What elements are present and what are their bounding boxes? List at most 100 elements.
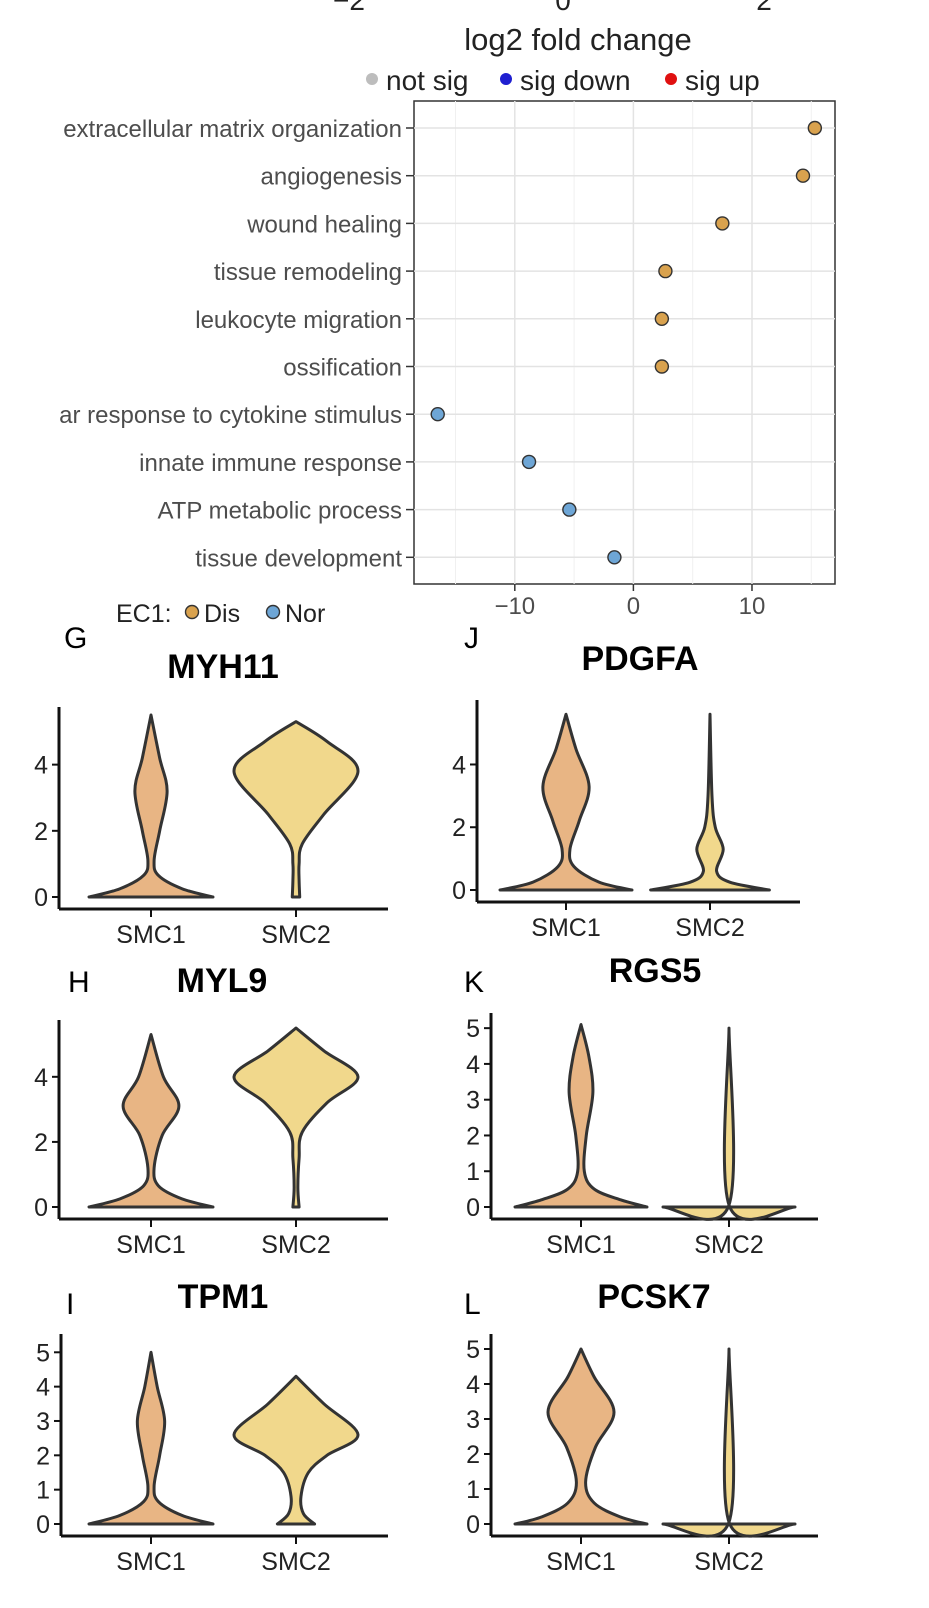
ec1-legend-label-dis: Dis [204, 600, 240, 628]
y-tick-label: wound healing [246, 211, 402, 238]
violin-panel-tpm1: 0 1 2 3 4 5 SMC1 SMC2 [36, 1334, 388, 1576]
dot-tissue-remodeling [658, 263, 673, 279]
violin-title-myh11: MYH11 [167, 648, 279, 686]
dot-tissue-development [607, 550, 622, 565]
y-tick-label: 3 [466, 1406, 480, 1434]
y-tick-label: 5 [36, 1339, 50, 1367]
violin-tpm1-smc2 [232, 1374, 360, 1526]
y-tick-label: 4 [36, 1374, 50, 1402]
y-tick-label: angiogenesis [261, 164, 402, 191]
legend-label-sig-up: sig up [685, 65, 760, 96]
dot-angiogenesis [795, 168, 811, 183]
dot-wound-healing [715, 216, 730, 231]
y-tick-label: 4 [34, 1064, 48, 1092]
violin-panel-myh11: 0 2 4 SMC1 SMC2 [34, 707, 388, 949]
violin-panel-pcsk7: 0 1 2 3 4 5 SMC1 SMC2 [466, 1334, 818, 1576]
violin-title-myl9: MYL9 [177, 962, 268, 1000]
dot-innate-immune-response [521, 454, 537, 470]
y-tick-label: extracellular matrix organization [63, 116, 402, 143]
x-tick-label: SMC2 [261, 921, 330, 949]
y-tick-label: 0 [34, 884, 48, 912]
x-tick-label: SMC1 [116, 1548, 185, 1576]
y-tick-label: 2 [466, 1122, 480, 1150]
violin-panel-rgs5: 0 1 2 3 4 5 SMC1 SMC2 [466, 1013, 818, 1259]
y-tick-label: tissue remodeling [214, 259, 402, 286]
violin-panel-myl9: 0 2 4 SMC1 SMC2 [34, 1020, 388, 1259]
violin-pcsk7-smc1 [513, 1347, 649, 1526]
dot-leukocyte-migration [654, 311, 670, 326]
y-tick-label: 0 [466, 1194, 480, 1222]
x-tick-label: 10 [739, 593, 766, 620]
violin-title-pcsk7: PCSK7 [597, 1278, 710, 1316]
y-tick-label: 0 [452, 877, 466, 905]
legend-marker-sig-down [500, 73, 512, 85]
dot-cellular-response-to-cytokine-stimulus [430, 407, 445, 422]
x-tick-label: 0 [627, 593, 640, 620]
ec1-legend-marker-nor [265, 604, 281, 620]
y-tick-label: 2 [36, 1442, 50, 1470]
y-tick-label: ar response to cytokine stimulus [59, 402, 402, 429]
y-tick-label: 3 [36, 1408, 50, 1436]
y-tick-label: 4 [452, 751, 466, 779]
y-tick-label: tissue development [195, 545, 402, 572]
y-tick-label: 4 [34, 752, 48, 780]
dot-ossification [654, 359, 670, 374]
panel-label-h: H [68, 966, 90, 999]
y-tick-label: innate immune response [139, 450, 402, 477]
x-tick-label: SMC1 [116, 921, 185, 949]
x-tick-label: SMC1 [546, 1548, 615, 1576]
y-tick-label: 0 [36, 1511, 50, 1539]
legend-label-sig-down: sig down [520, 65, 631, 96]
x-tick-label: SMC2 [694, 1548, 763, 1576]
violin-rgs5-smc1 [513, 1023, 649, 1209]
violin-myh11-smc2 [232, 720, 360, 899]
x-tick-label: SMC2 [261, 1231, 330, 1259]
y-tick-label: 1 [466, 1158, 480, 1186]
y-tick-label: ATP metabolic process [157, 498, 402, 525]
violin-myh11-smc1 [87, 713, 215, 899]
dot-atp-metabolic-process [562, 502, 577, 517]
violin-pcsk7-smc2 [661, 1347, 797, 1538]
panel-label-i: I [66, 1288, 74, 1321]
legend-marker-not-sig [366, 73, 378, 85]
y-tick-label: ossification [283, 355, 402, 382]
dot-plot-grid [414, 101, 835, 584]
x-tick-label: −10 [494, 593, 535, 620]
violin-panels: 0 2 4 SMC1 SMC2 0 2 4 SMC1 SMC2 0 2 4 SMC1 SMC2 0 1 2 3 4 5 S… [34, 700, 818, 1576]
ec1-legend-label-nor: Nor [285, 600, 325, 628]
y-tick-label: 4 [466, 1051, 480, 1079]
violin-title-rgs5: RGS5 [609, 952, 702, 990]
y-tick-label: 2 [34, 1129, 48, 1157]
x-tick-label: SMC2 [675, 914, 744, 942]
y-tick-label: 2 [466, 1441, 480, 1469]
panel-label-g: G [64, 622, 87, 655]
y-tick-label: 1 [466, 1476, 480, 1504]
y-tick-label: leukocyte migration [195, 307, 402, 334]
y-tick-label: 0 [466, 1511, 480, 1539]
y-tick-label: 3 [466, 1087, 480, 1115]
legend-label-not-sig: not sig [386, 65, 469, 96]
x-tick-label: SMC2 [261, 1548, 330, 1576]
y-tick-label: 5 [466, 1015, 480, 1043]
x-tick-label: SMC2 [694, 1231, 763, 1259]
violin-title-tpm1: TPM1 [178, 1278, 269, 1316]
violin-title-pdgfa: PDGFA [581, 640, 698, 678]
dot-plot-marks: −10 0 10 [406, 120, 823, 620]
panel-label-k: K [464, 966, 484, 999]
y-tick-label: 5 [466, 1336, 480, 1364]
y-tick-label: 2 [452, 814, 466, 842]
x-tick-label: SMC1 [546, 1231, 615, 1259]
y-tick-label: 2 [34, 818, 48, 846]
dot-extracellular-matrix-organization [807, 120, 823, 136]
panel-label-l: L [464, 1288, 481, 1321]
violin-tpm1-smc1 [87, 1350, 215, 1526]
panel-label-j: J [464, 622, 479, 655]
violin-rgs5-smc2 [661, 1026, 797, 1221]
header: −2 0 2 log2 fold change not sig sig down… [333, 0, 772, 96]
y-tick-label: 4 [466, 1371, 480, 1399]
y-tick-label: 1 [36, 1477, 50, 1505]
go-term-dot-plot: −10 0 10 EC1: Dis Nor [116, 100, 836, 628]
violin-myl9-smc2 [232, 1026, 360, 1209]
violin-panel-pdgfa: 0 2 4 SMC1 SMC2 [452, 700, 800, 942]
